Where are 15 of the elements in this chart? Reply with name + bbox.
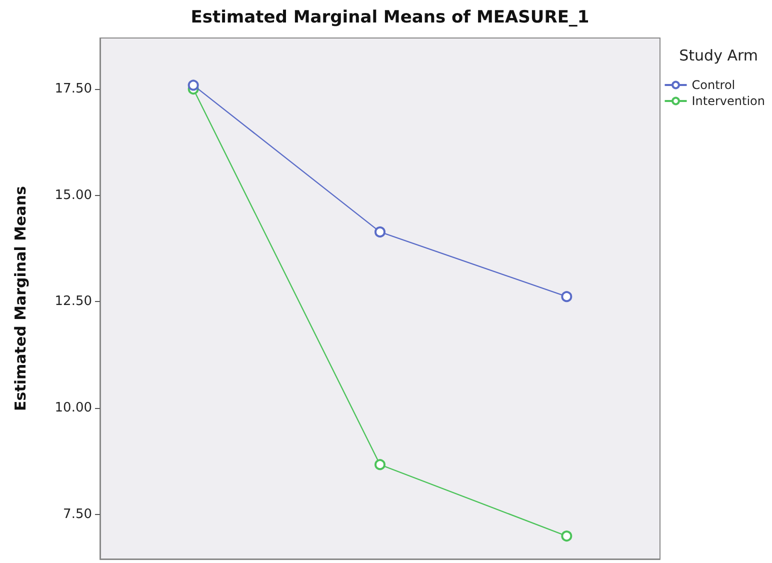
point (188, 80, 199, 91)
point (561, 530, 572, 542)
legend-label: Intervention (692, 94, 766, 108)
y-tick-label: 12.50 (54, 294, 92, 310)
chart-title: Estimated Marginal Means of MEASURE_1 (190, 8, 590, 28)
point (561, 291, 572, 302)
y-tick-label: 10.00 (54, 400, 92, 416)
point (374, 226, 386, 238)
y-tick-label: 15.00 (54, 188, 92, 203)
point (374, 459, 386, 470)
legend-title: Study Arm (679, 46, 758, 64)
legend-label: Control (692, 78, 736, 92)
y-axis-title: Estimated Marginal Means (12, 186, 30, 411)
y-tick-label: 7.50 (63, 506, 92, 522)
y-tick-label: 17.50 (54, 82, 92, 97)
